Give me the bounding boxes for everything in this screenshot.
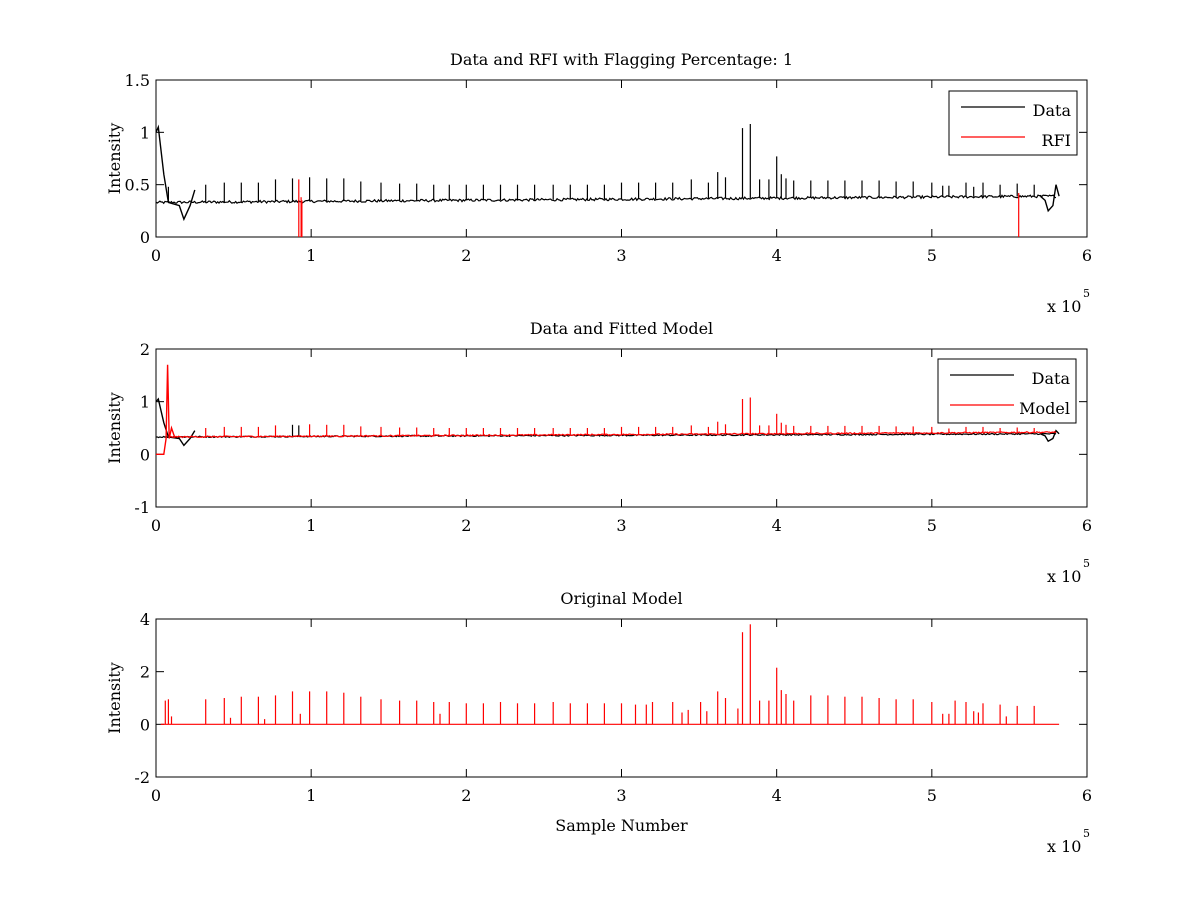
x-tick-label: 0 xyxy=(151,516,161,535)
x-axis-label: Sample Number xyxy=(555,816,688,835)
y-tick-label: 0.5 xyxy=(125,176,150,195)
x-multiplier-exponent: 5 xyxy=(1083,287,1090,300)
legend-label-model: Model xyxy=(1019,399,1070,418)
x-tick-label: 3 xyxy=(616,786,626,805)
x-tick-label: 2 xyxy=(461,786,471,805)
y-tick-label: 2 xyxy=(140,663,150,682)
x-multiplier: x 10 xyxy=(1047,837,1081,856)
y-tick-label: 0 xyxy=(140,445,150,464)
axes-box xyxy=(155,618,1088,778)
legend: Data RFI xyxy=(948,90,1078,156)
x-tick-label: 0 xyxy=(151,786,161,805)
y-axis-label: Intensity xyxy=(105,392,124,464)
plot-area xyxy=(160,624,1060,725)
x-tick-label: 2 xyxy=(461,516,471,535)
chart-title: Data and Fitted Model xyxy=(530,319,713,338)
series-tail xyxy=(1040,429,1060,443)
x-tick-label: 6 xyxy=(1082,786,1092,805)
y-tick-label: -2 xyxy=(134,768,150,787)
series-feature xyxy=(156,124,196,222)
series-feature xyxy=(156,364,176,455)
x-tick-label: 2 xyxy=(461,246,471,265)
x-multiplier: x 10 xyxy=(1047,567,1081,586)
x-tick-label: 5 xyxy=(927,786,937,805)
chart-title: Data and RFI with Flagging Percentage: 1 xyxy=(450,50,793,69)
x-tick-label: 0 xyxy=(151,246,161,265)
y-axis-label: Intensity xyxy=(105,662,124,734)
legend-label-data: Data xyxy=(1032,369,1071,388)
x-tick-label: 6 xyxy=(1082,516,1092,535)
legend-box xyxy=(937,358,1077,424)
x-tick-label: 4 xyxy=(772,516,782,535)
data-series xyxy=(156,124,1060,222)
model-series xyxy=(156,364,1057,455)
x-tick-label: 6 xyxy=(1082,246,1092,265)
legend-label-rfi: RFI xyxy=(1042,131,1071,150)
plot-area xyxy=(156,124,1060,237)
y-axis-label: Intensity xyxy=(105,123,124,195)
series-baseline xyxy=(156,194,1056,205)
x-multiplier-exponent: 5 xyxy=(1083,557,1090,570)
legend-box xyxy=(948,90,1078,156)
legend-label-data: Data xyxy=(1033,101,1072,120)
chart-title: Original Model xyxy=(560,589,682,608)
axes-box xyxy=(155,79,1088,238)
y-tick-label: 1.5 xyxy=(125,71,150,90)
x-multiplier: x 10 xyxy=(1047,297,1081,316)
x-tick-label: 1 xyxy=(306,516,316,535)
x-tick-label: 1 xyxy=(306,246,316,265)
legend: Data Model xyxy=(937,358,1077,424)
y-tick-label: 0 xyxy=(140,228,150,247)
x-tick-label: 5 xyxy=(927,246,937,265)
x-multiplier-exponent: 5 xyxy=(1083,827,1090,840)
x-tick-label: 1 xyxy=(306,786,316,805)
model-series xyxy=(160,624,1060,725)
x-tick-label: 5 xyxy=(927,516,937,535)
y-tick-label: 4 xyxy=(140,610,150,629)
subplots: Data and RFI with Flagging Percentage: 1… xyxy=(105,50,1092,856)
subplot-1: Data and RFI with Flagging Percentage: 1… xyxy=(105,50,1092,316)
y-tick-label: 0 xyxy=(140,715,150,734)
plot-area xyxy=(156,364,1060,455)
y-tick-label: 2 xyxy=(140,340,150,359)
y-tick-label: 1 xyxy=(140,123,150,142)
x-tick-label: 3 xyxy=(616,246,626,265)
rfi-series xyxy=(298,179,1020,237)
series-tail xyxy=(1039,184,1060,213)
series-baseline xyxy=(168,430,1057,439)
x-tick-label: 4 xyxy=(772,786,782,805)
y-tick-label: -1 xyxy=(134,498,150,517)
x-tick-label: 3 xyxy=(616,516,626,535)
x-tick-label: 4 xyxy=(772,246,782,265)
y-tick-label: 1 xyxy=(140,393,150,412)
